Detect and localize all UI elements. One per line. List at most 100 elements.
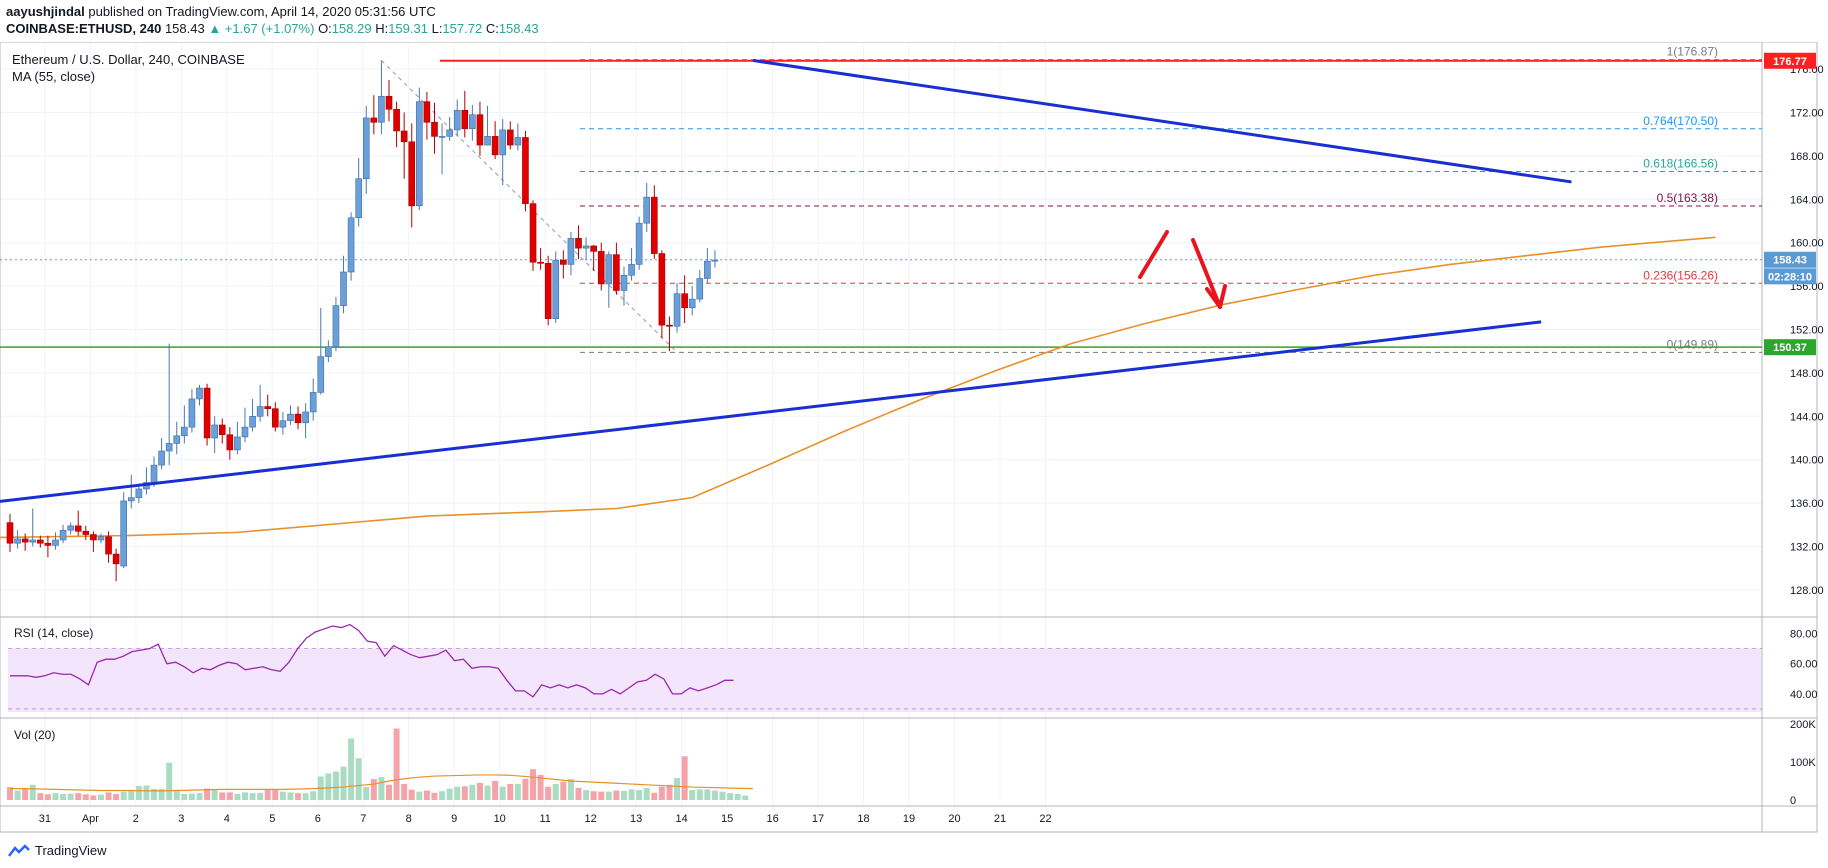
- rsi-tick-label: 40.00: [1790, 689, 1818, 701]
- volume-bar: [545, 786, 552, 800]
- candle-body: [605, 254, 613, 285]
- last-price: 158.43: [164, 21, 205, 36]
- volume-bar: [181, 793, 188, 800]
- volume-bar: [143, 785, 150, 800]
- candle-body: [14, 538, 21, 544]
- volume-bar: [567, 779, 574, 800]
- candle-body: [613, 254, 620, 291]
- volume-bar: [658, 786, 665, 800]
- volume-bar: [742, 795, 749, 800]
- volume-bar: [674, 777, 681, 800]
- candle-body: [44, 542, 52, 546]
- volume-bar: [461, 786, 468, 800]
- candle-body: [294, 413, 302, 424]
- volume-bar: [44, 794, 51, 800]
- volume-bar: [378, 777, 385, 800]
- volume-bar: [348, 738, 355, 800]
- time-tick-label: 9: [451, 813, 457, 825]
- candle-body: [203, 387, 211, 439]
- volume-bar: [241, 792, 248, 800]
- volume-bar: [719, 791, 726, 800]
- volume-bar: [666, 784, 673, 800]
- volume-bar: [173, 789, 180, 800]
- candle-body: [491, 136, 499, 156]
- volume-bar: [613, 790, 620, 800]
- candle-body: [529, 203, 537, 263]
- candle-body: [378, 95, 385, 123]
- volume-bar: [643, 787, 650, 800]
- volume-bar: [22, 788, 29, 800]
- candle-body: [67, 525, 74, 531]
- candle-body: [226, 434, 234, 451]
- chart-area[interactable]: 1(176.87) 0.764(170.50) 0.618(166.56) 0.5(1…: [0, 42, 1828, 838]
- volume-bar: [105, 792, 112, 800]
- candle-body: [423, 101, 431, 123]
- volume-bar: [264, 789, 271, 800]
- volume-bar: [628, 789, 635, 800]
- footer-brand[interactable]: TradingView: [8, 843, 107, 858]
- candle-body: [431, 121, 438, 137]
- down-arrow-head: [1205, 284, 1227, 309]
- volume-bar: [727, 793, 734, 800]
- volume-bar: [401, 784, 408, 800]
- up-arrow-stroke: [1138, 230, 1169, 279]
- volume-bar: [52, 793, 59, 800]
- candle-body: [188, 398, 196, 428]
- candle-body: [340, 271, 347, 306]
- candle-body: [127, 497, 135, 502]
- volume-bar: [128, 790, 135, 800]
- candle-body: [165, 443, 173, 452]
- publisher-name[interactable]: aayushjindal: [6, 4, 85, 19]
- candle-body: [112, 553, 120, 565]
- time-tick-label: 8: [406, 813, 412, 825]
- volume-bar: [530, 769, 537, 800]
- volume-bar: [696, 789, 703, 800]
- candle-body: [271, 408, 279, 428]
- price-badge-label: 02:28:10: [1768, 271, 1812, 283]
- volume-bar: [249, 793, 256, 800]
- candle-body: [241, 426, 249, 438]
- volume-bar: [90, 795, 97, 800]
- price-change: ▲ +1.67 (+1.07%): [208, 21, 315, 36]
- volume-bar: [651, 792, 658, 800]
- price-tick-label: 168.00: [1790, 151, 1824, 163]
- volume-bar: [135, 785, 142, 800]
- candle-body: [673, 293, 681, 327]
- high-value: 159.31: [388, 21, 428, 36]
- volume-bar: [499, 786, 506, 800]
- volume-bar: [636, 790, 643, 800]
- volume-bar: [302, 793, 309, 800]
- volume-bar: [287, 792, 294, 800]
- candle-body: [461, 110, 469, 130]
- time-tick-label: 6: [315, 813, 321, 825]
- candle-body: [302, 411, 309, 424]
- candle-body: [90, 534, 97, 541]
- candle-body: [158, 450, 165, 466]
- chart-frame: [0, 42, 1818, 833]
- volume-bar: [492, 781, 499, 800]
- candle-body: [469, 114, 476, 130]
- candle-body: [408, 141, 416, 207]
- fib-level-label: 0(149.89): [1667, 337, 1718, 351]
- volume-bar: [226, 792, 233, 800]
- candle-body: [506, 129, 514, 146]
- candle-body: [514, 137, 522, 146]
- volume-bar: [219, 792, 226, 800]
- volume-bar: [166, 762, 173, 800]
- candle-body: [21, 538, 29, 543]
- candle-body: [211, 424, 218, 439]
- ohlc-bar: COINBASE:ETHUSD, 240 158.43 ▲ +1.67 (+1.…: [6, 21, 539, 36]
- price-tick-label: 136.00: [1790, 498, 1824, 510]
- volume-bar: [279, 791, 286, 800]
- volume-bar: [704, 789, 711, 800]
- down-arrow-stroke: [1191, 238, 1222, 309]
- candle-body: [438, 136, 446, 138]
- candle-body: [522, 137, 529, 204]
- candle-body: [658, 253, 666, 326]
- time-tick-label: 20: [948, 813, 960, 825]
- candle-body: [552, 259, 560, 319]
- time-tick-label: 16: [766, 813, 778, 825]
- candle-body: [446, 129, 453, 137]
- time-tick-label: Apr: [82, 813, 99, 825]
- fib-connector-line: [381, 60, 678, 353]
